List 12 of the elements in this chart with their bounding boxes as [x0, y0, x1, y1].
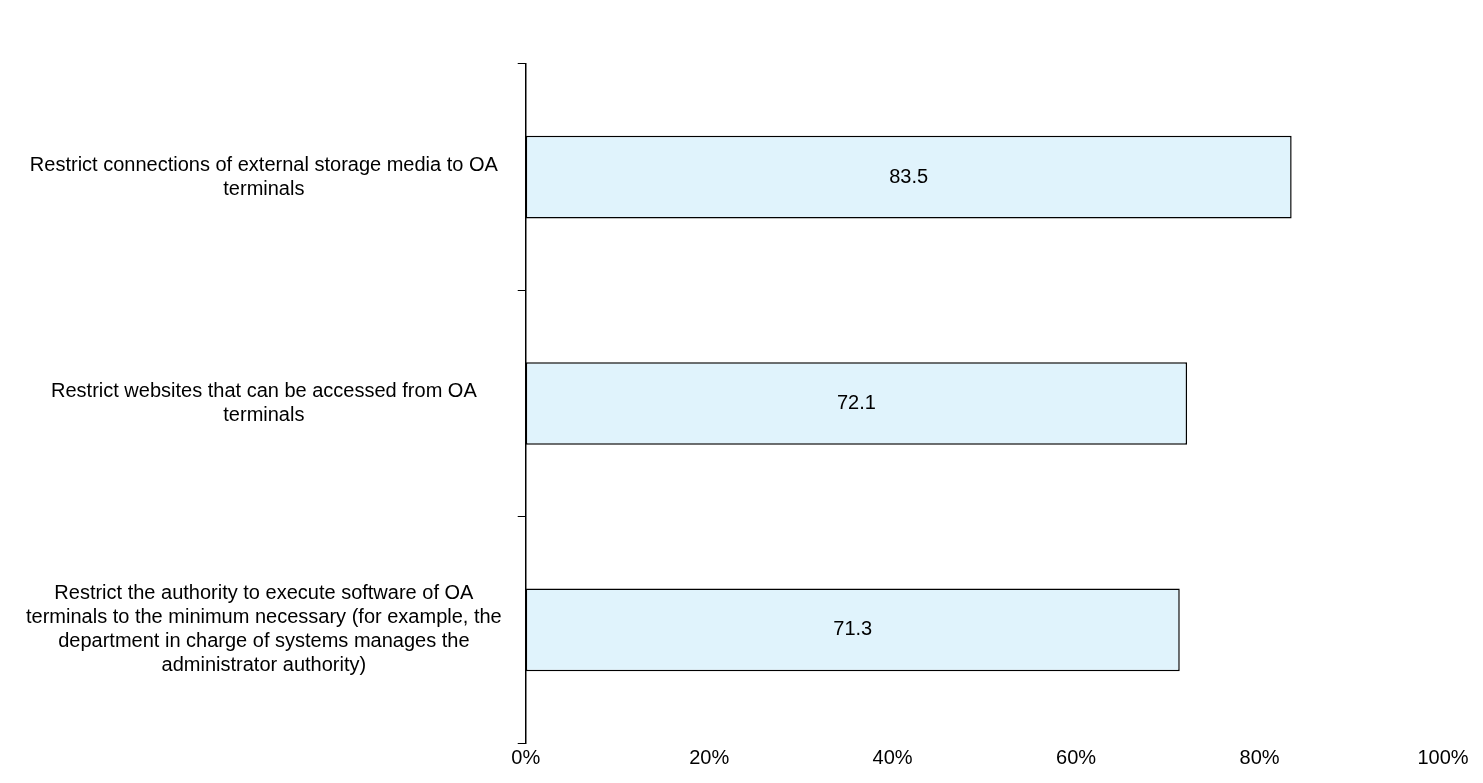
x-tick-label: 80%	[1239, 745, 1280, 768]
x-tick-label: 60%	[1056, 745, 1097, 768]
data-label: 72.1	[836, 391, 876, 414]
x-tick-label: 40%	[872, 745, 913, 768]
y-tick-label: Restrict websites that can be accessed from OA terminals	[51, 379, 478, 426]
y-tick-label: Restrict the authority to execute software of OA terminals to the minimum necessary (for example, the department in charge of systems manages the administrator authority)	[26, 581, 502, 676]
x-tick-label: 100%	[1417, 745, 1469, 768]
x-tick-label: 20%	[689, 745, 730, 768]
data-label: 83.5	[889, 164, 929, 187]
y-tick-label: Restrict connections of external storage media to OA terminals	[29, 152, 499, 199]
data-label: 71.3	[833, 617, 873, 640]
x-tick-label: 0%	[511, 745, 541, 768]
